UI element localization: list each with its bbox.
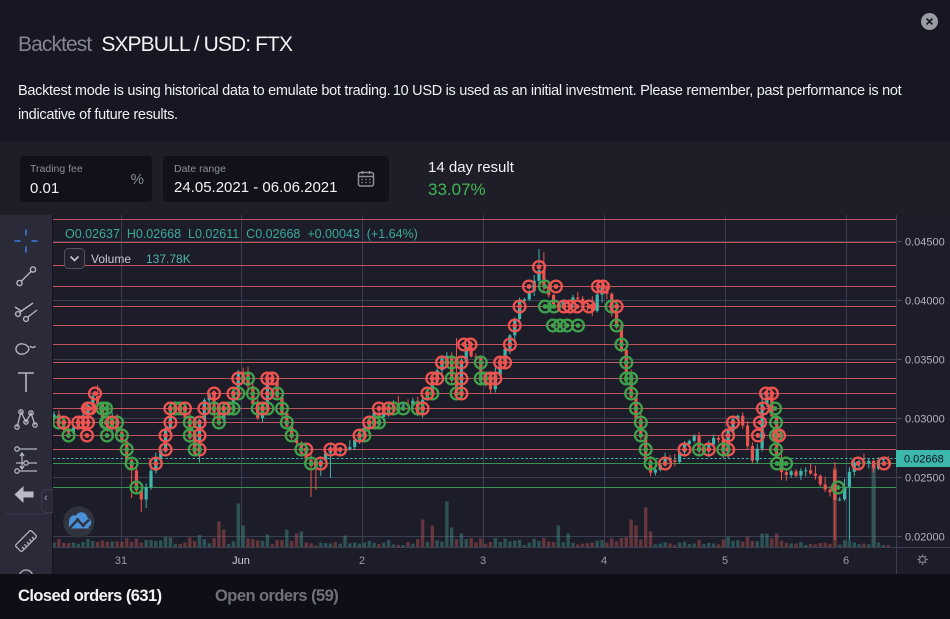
svg-text:Jun: Jun xyxy=(232,555,250,567)
svg-text:0.02000: 0.02000 xyxy=(905,532,945,544)
svg-text:O0.02637 H0.02668 L0.02611: O0.02637 H0.02668 L0.02611 C0.02668 +0.0… xyxy=(65,227,418,241)
svg-text:0.04500: 0.04500 xyxy=(905,237,945,249)
svg-text:137.78K: 137.78K xyxy=(146,252,191,266)
svg-text:2: 2 xyxy=(359,555,365,567)
svg-text:0.02668: 0.02668 xyxy=(904,454,944,466)
svg-text:31: 31 xyxy=(115,555,127,567)
svg-text:3: 3 xyxy=(480,555,486,567)
svg-text:0.02500: 0.02500 xyxy=(905,473,945,485)
svg-text:0.03500: 0.03500 xyxy=(905,355,945,367)
svg-text:4: 4 xyxy=(601,555,607,567)
svg-text:Volume: Volume xyxy=(91,252,131,266)
svg-text:0.04000: 0.04000 xyxy=(905,296,945,308)
svg-text:0.03000: 0.03000 xyxy=(905,414,945,426)
svg-text:6: 6 xyxy=(843,555,849,567)
svg-text:5: 5 xyxy=(722,555,728,567)
